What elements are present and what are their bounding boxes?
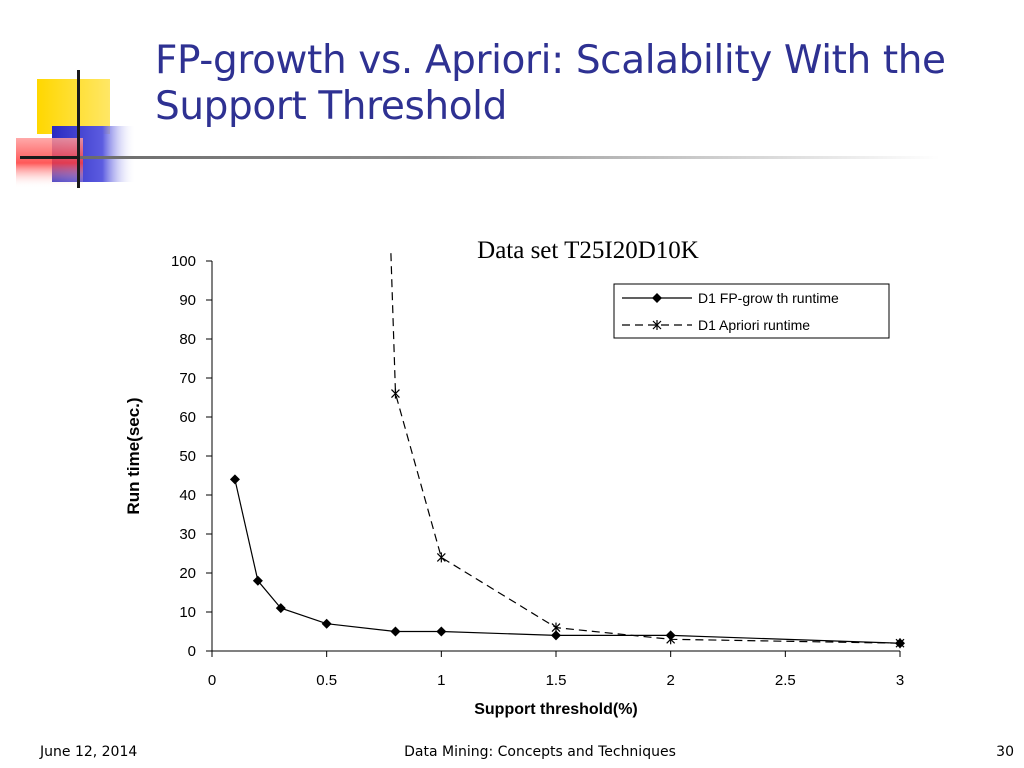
data-point-apriori (895, 638, 905, 649)
y-axis-label: Run time(sec.) (124, 397, 143, 514)
y-tick-label: 20 (179, 565, 196, 582)
x-tick-label: 0 (208, 672, 216, 689)
data-point-apriori (666, 634, 676, 645)
x-tick-label: 0.5 (316, 672, 337, 689)
data-point-apriori (436, 552, 446, 563)
axes: 0 10 20 30 40 50 60 70 80 90 100 0 0.5 1 1.5 2 2.5 3 (171, 253, 904, 689)
data-point-fp-growth (436, 626, 447, 637)
data-point-fp-growth (229, 474, 240, 485)
footer-course-title: Data Mining: Concepts and Techniques (404, 744, 676, 760)
y-tick-label: 10 (179, 604, 196, 621)
y-tick-label: 70 (179, 370, 196, 387)
deco-horizontal-bar (20, 156, 100, 159)
x-tick-label: 2 (666, 672, 674, 689)
x-tick-label: 1.5 (546, 672, 567, 689)
y-tick-label: 0 (188, 643, 196, 660)
y-tick-label: 40 (179, 487, 196, 504)
deco-vertical-bar (77, 70, 80, 188)
title-underline (80, 156, 940, 159)
data-point-fp-growth (390, 626, 401, 637)
data-point-fp-growth (252, 575, 263, 586)
legend-label-fp-growth: D1 FP-grow th runtime (698, 290, 839, 306)
legend-marker-apriori (652, 320, 662, 330)
legend-label-apriori: D1 Apriori runtime (698, 317, 810, 333)
slide-title: FP-growth vs. Apriori: Scalability With … (155, 38, 946, 129)
deco-yellow-square (37, 79, 110, 134)
data-point-fp-growth (551, 630, 561, 641)
y-tick-label: 80 (179, 331, 196, 348)
data-point-apriori (391, 388, 400, 399)
series-line-1 (390, 253, 901, 644)
data-point-fp-growth (275, 603, 286, 614)
footer-date: June 12, 2014 (40, 744, 138, 760)
x-axis-label: Support threshold(%) (474, 701, 638, 718)
series-layer (229, 253, 905, 649)
x-tick-label: 2.5 (775, 672, 796, 689)
legend-marker-fp-growth (652, 293, 662, 303)
data-point-apriori (551, 622, 561, 633)
legend: D1 FP-grow th runtime D1 Apriori runtime (613, 283, 890, 339)
legend-box (613, 283, 890, 339)
chart-title: Data set T25I20D10K (477, 237, 699, 264)
data-point-fp-growth (321, 618, 332, 629)
y-tick-label: 60 (179, 409, 196, 426)
y-tick-label: 90 (179, 292, 196, 309)
deco-red-square (16, 138, 83, 188)
x-tick-label: 1 (437, 672, 445, 689)
series-line-0 (234, 479, 901, 644)
y-tick-label: 50 (179, 448, 196, 465)
y-tick-label: 30 (179, 526, 196, 543)
title-decoration (16, 70, 136, 188)
x-tick-label: 3 (896, 672, 904, 689)
y-tick-label: 100 (171, 253, 196, 270)
page-number: 30 (996, 744, 1014, 760)
